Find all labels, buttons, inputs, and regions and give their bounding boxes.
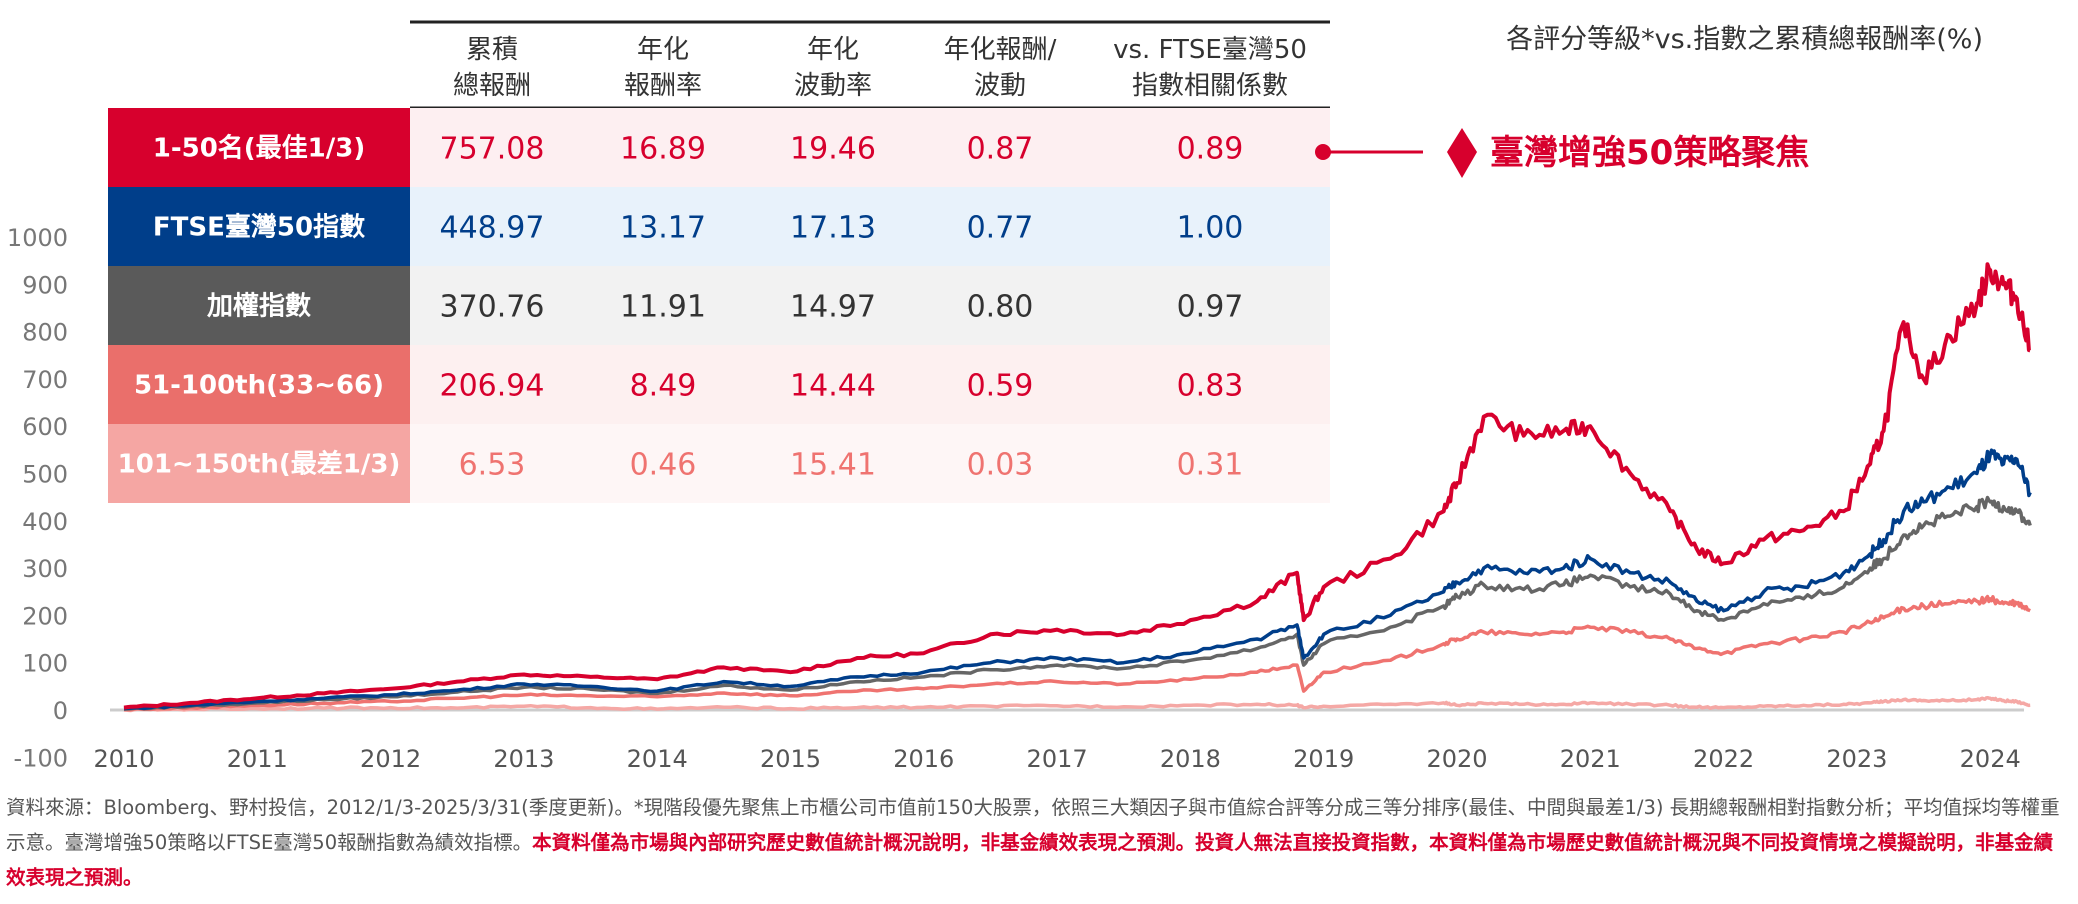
row-label: 51-100th(33~66)	[134, 371, 384, 401]
x-tick-label: 2021	[1560, 745, 1621, 773]
footnote-disclaimer: 本資料僅為市場與內部研究歷史數值統計概況說明，非基金績效表現之預測。投資人無法直…	[6, 831, 2054, 889]
table-header-line1: 年化	[637, 35, 689, 65]
y-tick-label: 900	[22, 271, 68, 299]
series-line-3	[123, 594, 2031, 712]
table-cell: 14.44	[790, 369, 876, 404]
y-tick-label: 500	[22, 461, 68, 489]
table-cell: 11.91	[620, 290, 706, 325]
table-cell: 14.97	[790, 290, 876, 325]
table-cell: 15.41	[790, 448, 876, 483]
table-header-line1: 年化報酬/	[944, 35, 1057, 65]
x-tick-label: 2012	[360, 745, 421, 773]
callout-label: 臺灣增強50策略聚焦	[1490, 133, 1809, 173]
series-line-0	[123, 262, 2031, 710]
table-cell: 757.08	[440, 132, 545, 167]
table-row-bg	[410, 266, 1330, 345]
diamond-icon	[1447, 128, 1477, 178]
y-tick-label: 800	[22, 319, 68, 347]
x-tick-label: 2017	[1027, 745, 1088, 773]
row-label-bg	[108, 108, 410, 187]
table-cell: 6.53	[459, 448, 526, 483]
y-tick-label: 300	[22, 555, 68, 583]
x-tick-label: 2018	[1160, 745, 1221, 773]
table-cell: 17.13	[790, 211, 876, 246]
table-cell: 0.77	[967, 211, 1034, 246]
table-cell: 16.89	[620, 132, 706, 167]
x-tick-label: 2013	[493, 745, 554, 773]
table-row-bg	[410, 187, 1330, 266]
x-tick-label: 2014	[627, 745, 688, 773]
y-tick-label: 400	[22, 508, 68, 536]
series-lines	[123, 262, 2032, 713]
table-cell: 0.03	[967, 448, 1034, 483]
x-tick-label: 2011	[227, 745, 288, 773]
row-label-bg	[108, 424, 410, 503]
y-tick-label: 1000	[7, 224, 68, 252]
series-line-1	[123, 448, 2032, 711]
row-label: 加權指數	[207, 292, 311, 322]
table-header-line2: 報酬率	[624, 71, 702, 101]
strategy-callout: 臺灣增強50策略聚焦	[1315, 128, 1809, 178]
x-tick-label: 2019	[1293, 745, 1354, 773]
x-tick-label: 2015	[760, 745, 821, 773]
table-cell: 0.89	[1177, 132, 1244, 167]
table-cell: 13.17	[620, 211, 706, 246]
row-label: FTSE臺灣50指數	[153, 213, 365, 243]
y-tick-label: 700	[22, 366, 68, 394]
table-header-line2: 總報酬	[453, 71, 531, 101]
y-tick-label: 100	[22, 650, 68, 678]
table-cell: 448.97	[440, 211, 545, 246]
x-tick-label: 2020	[1426, 745, 1487, 773]
row-label-bg	[108, 266, 410, 345]
x-tick-label: 2024	[1960, 745, 2021, 773]
table-cell: 0.80	[967, 290, 1034, 325]
row-label: 101~150th(最差1/3)	[118, 449, 401, 480]
table-cell: 206.94	[440, 369, 545, 404]
table-cell: 0.97	[1177, 290, 1244, 325]
table-header-line2: 波動率	[794, 71, 872, 101]
table-cell: 8.49	[630, 369, 697, 404]
y-tick-label: 200	[22, 602, 68, 630]
y-tick-label: 0	[53, 697, 68, 725]
footnote: 資料來源：Bloomberg、野村投信，2012/1/3-2025/3/31(季…	[6, 790, 2072, 895]
row-label-bg	[108, 187, 410, 266]
x-tick-label: 2010	[93, 745, 154, 773]
y-tick-label: -100	[14, 744, 68, 772]
row-label: 1-50名(最佳1/3)	[153, 133, 366, 164]
y-tick-label: 600	[22, 413, 68, 441]
x-tick-label: 2023	[1826, 745, 1887, 773]
table-header-line1: vs. FTSE臺灣50	[1113, 35, 1307, 65]
table-header-line1: 年化	[807, 35, 859, 65]
table-cell: 0.83	[1177, 369, 1244, 404]
x-tick-label: 2016	[893, 745, 954, 773]
row-label-bg	[108, 345, 410, 424]
table-cell: 19.46	[790, 132, 876, 167]
table-cell: 1.00	[1177, 211, 1244, 246]
table-header-line2: 波動	[974, 71, 1026, 101]
table-cell: 0.46	[630, 448, 697, 483]
chart-title: 各評分等級*vs.指數之累積總報酬率(%)	[1506, 24, 1983, 55]
table-cell: 370.76	[440, 290, 545, 325]
table-header-line1: 累積	[466, 35, 518, 65]
table-cell: 0.31	[1177, 448, 1244, 483]
table-cell: 0.59	[967, 369, 1034, 404]
footnote-source: 資料來源：Bloomberg、野村投信，2012/1/3-2025/3/31(季…	[6, 796, 2060, 854]
x-axis: 2010 2011 2012 2013 2014 2015 2016 2017 2018 2019…	[93, 745, 2020, 773]
x-tick-label: 2022	[1693, 745, 1754, 773]
table-row-bg	[410, 345, 1330, 424]
table-header-line2: 指數相關係數	[1132, 71, 1288, 101]
table-row-bg	[410, 108, 1330, 187]
series-line-4	[123, 695, 2031, 713]
y-axis: -100 0 100 200 300 400 500 600 700 800 900 1000	[7, 224, 68, 772]
table-row-bg	[410, 424, 1330, 503]
table-cell: 0.87	[967, 132, 1034, 167]
